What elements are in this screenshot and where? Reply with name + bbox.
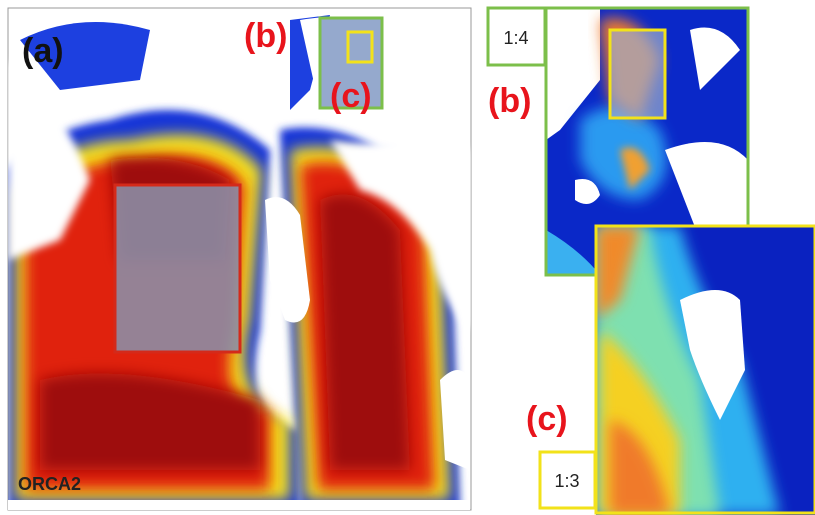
figure: (a) (b) (c) ORCA2 1:4 (b) <box>0 0 815 515</box>
inset-label: (b) <box>244 17 287 55</box>
grid-name: ORCA2 <box>18 474 81 494</box>
scale-ratio: 1:4 <box>503 28 528 48</box>
inset-c-region <box>610 30 665 118</box>
scale-ratio: 1:3 <box>554 471 579 491</box>
panel-label: (b) <box>488 82 531 120</box>
panel-label: (c) <box>526 400 568 438</box>
panel-label: (a) <box>22 32 64 70</box>
inset-label: (c) <box>330 77 372 115</box>
panel-a: (a) (b) (c) ORCA2 <box>8 8 471 515</box>
overlay-region <box>115 185 240 352</box>
